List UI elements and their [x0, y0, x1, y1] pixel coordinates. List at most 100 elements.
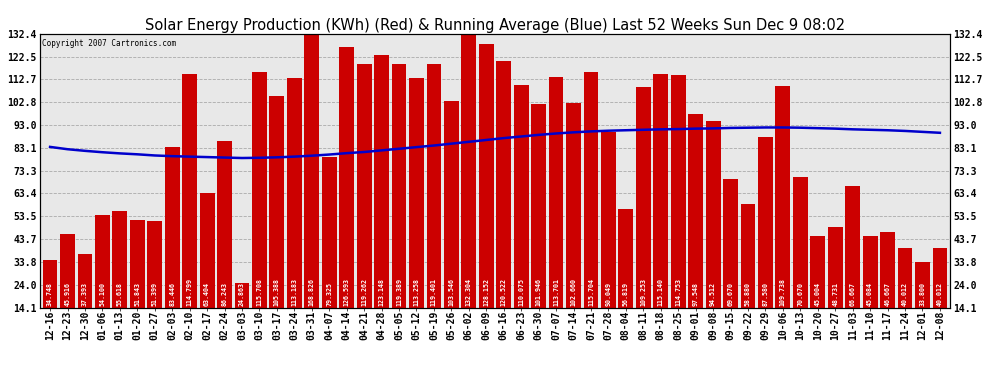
Bar [636, 87, 650, 340]
Bar [77, 254, 92, 340]
Bar [182, 75, 197, 340]
Bar [828, 227, 842, 340]
Bar [688, 114, 703, 340]
Text: 94.512: 94.512 [710, 282, 716, 306]
Text: 120.522: 120.522 [501, 278, 507, 306]
Bar [898, 248, 913, 340]
Text: 37.393: 37.393 [82, 282, 88, 306]
Bar [461, 34, 476, 340]
Bar [583, 72, 598, 340]
Text: 113.183: 113.183 [291, 278, 297, 306]
Text: 51.399: 51.399 [151, 282, 157, 306]
Text: 83.446: 83.446 [169, 282, 175, 306]
Text: 101.946: 101.946 [536, 278, 542, 306]
Text: 24.863: 24.863 [239, 282, 245, 306]
Bar [392, 64, 407, 340]
Bar [60, 234, 75, 340]
Bar [741, 204, 755, 340]
Text: 115.140: 115.140 [657, 278, 663, 306]
Bar [200, 194, 215, 340]
Text: 115.708: 115.708 [256, 278, 262, 306]
Bar [758, 138, 773, 340]
Text: 132.304: 132.304 [466, 278, 472, 306]
Bar [862, 236, 877, 340]
Text: 110.075: 110.075 [518, 278, 524, 306]
Bar [496, 61, 511, 340]
Text: 119.262: 119.262 [361, 278, 367, 306]
Bar [793, 177, 808, 340]
Bar [287, 78, 302, 340]
Text: 119.401: 119.401 [431, 278, 437, 306]
Bar [706, 122, 721, 340]
Bar [811, 236, 826, 340]
Bar [444, 100, 458, 340]
Bar [915, 262, 930, 340]
Text: 115.704: 115.704 [588, 278, 594, 306]
Text: 109.253: 109.253 [641, 278, 646, 306]
Bar [409, 78, 424, 340]
Bar [532, 104, 546, 340]
Bar [269, 96, 284, 340]
Bar [619, 209, 634, 340]
Bar [235, 283, 249, 340]
Text: 45.004: 45.004 [815, 282, 821, 306]
Text: 105.388: 105.388 [274, 278, 280, 306]
Text: 114.753: 114.753 [675, 278, 681, 306]
Text: 33.800: 33.800 [920, 282, 926, 306]
Text: 45.084: 45.084 [867, 282, 873, 306]
Bar [427, 64, 442, 340]
Bar [671, 75, 686, 340]
Text: 58.880: 58.880 [745, 282, 751, 306]
Text: 126.593: 126.593 [344, 278, 349, 306]
Text: 119.389: 119.389 [396, 278, 402, 306]
Bar [113, 211, 128, 340]
Bar [601, 132, 616, 340]
Bar [164, 147, 179, 340]
Text: 45.916: 45.916 [64, 282, 70, 306]
Bar [933, 248, 947, 340]
Text: 46.667: 46.667 [885, 282, 891, 306]
Text: 97.548: 97.548 [693, 282, 699, 306]
Text: 86.243: 86.243 [222, 282, 228, 306]
Text: 103.546: 103.546 [448, 278, 454, 306]
Bar [252, 72, 267, 340]
Bar [479, 44, 494, 340]
Bar [130, 220, 145, 340]
Text: 69.670: 69.670 [728, 282, 734, 306]
Bar [514, 86, 529, 340]
Text: Copyright 2007 Cartronics.com: Copyright 2007 Cartronics.com [43, 39, 176, 48]
Bar [148, 221, 162, 340]
Bar [880, 232, 895, 340]
Bar [566, 103, 581, 340]
Text: 168.826: 168.826 [309, 278, 315, 306]
Text: 113.258: 113.258 [414, 278, 420, 306]
Bar [775, 86, 790, 340]
Text: 55.618: 55.618 [117, 282, 123, 306]
Text: 87.580: 87.580 [762, 282, 768, 306]
Text: 54.100: 54.100 [99, 282, 105, 306]
Bar [653, 74, 668, 340]
Text: 102.660: 102.660 [570, 278, 576, 306]
Title: Solar Energy Production (KWh) (Red) & Running Average (Blue) Last 52 Weeks Sun D: Solar Energy Production (KWh) (Red) & Ru… [145, 18, 845, 33]
Text: 40.012: 40.012 [937, 282, 942, 306]
Text: 48.731: 48.731 [833, 282, 839, 306]
Bar [322, 157, 337, 340]
Text: 40.012: 40.012 [902, 282, 908, 306]
Bar [845, 186, 860, 340]
Bar [340, 47, 354, 340]
Bar [43, 260, 57, 340]
Text: 66.667: 66.667 [849, 282, 855, 306]
Text: 56.819: 56.819 [623, 282, 629, 306]
Text: 90.049: 90.049 [606, 282, 612, 306]
Text: 114.799: 114.799 [187, 278, 193, 306]
Bar [95, 215, 110, 340]
Text: 123.148: 123.148 [378, 278, 384, 306]
Bar [723, 179, 738, 340]
Bar [356, 64, 371, 340]
Text: 70.670: 70.670 [797, 282, 803, 306]
Text: 34.748: 34.748 [48, 282, 53, 306]
Text: 113.701: 113.701 [553, 278, 559, 306]
Text: 63.404: 63.404 [204, 282, 210, 306]
Text: 109.738: 109.738 [780, 278, 786, 306]
Text: 51.843: 51.843 [135, 282, 141, 306]
